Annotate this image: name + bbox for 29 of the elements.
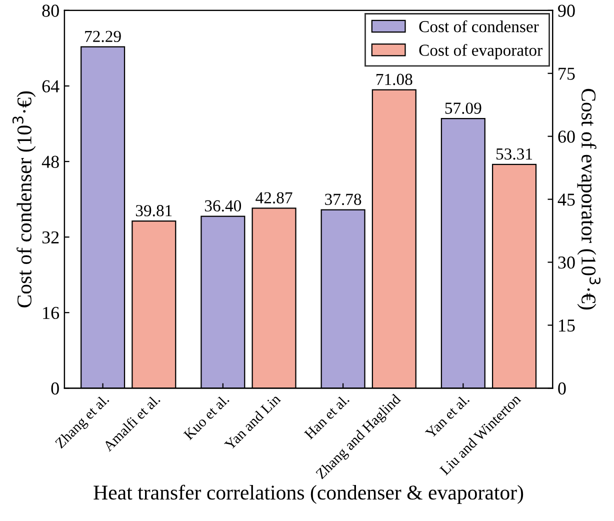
- data-label: 42.87: [256, 192, 292, 204]
- y2-tick-label: 15: [559, 320, 575, 332]
- y-axis-title: Cost of condenser (10$^{3}$·€): [12, 91, 36, 308]
- legend-label: Cost of condenser: [419, 20, 539, 32]
- y2-tick-label: 90: [558, 4, 575, 17]
- data-label: 53.31: [496, 148, 532, 160]
- y2-axis-title: Cost of evaporator (10$^{3}$·€): [577, 88, 601, 310]
- y-tick-label: 32: [42, 231, 59, 244]
- data-label: 57.09: [445, 102, 482, 114]
- data-label: 36.40: [204, 200, 242, 212]
- data-label: 71.08: [376, 74, 412, 86]
- y2-tick-label: 30: [558, 256, 575, 269]
- legend-label: Cost of evaporator: [419, 44, 542, 60]
- y2-tick-label: 60: [558, 130, 575, 143]
- y-tick-label: 48: [42, 156, 59, 168]
- y-tick-label: 80: [42, 4, 59, 17]
- data-label: 72.29: [85, 30, 121, 42]
- data-label: 37.78: [325, 194, 362, 206]
- y-tick-label: 64: [42, 80, 60, 92]
- data-label: 39.81: [136, 205, 172, 216]
- x-tick-label: Kuo et al.: [182, 394, 230, 440]
- y-tick-label: 0: [51, 382, 59, 395]
- x-tick-label: Han et al.: [304, 394, 350, 440]
- y2-tick-label: 0: [558, 382, 566, 395]
- y2-tick-label: 75: [558, 68, 575, 80]
- y-tick-label: 16: [43, 306, 60, 320]
- x-axis-title: Heat transfer correlations (condenser & evaporator): [94, 484, 524, 504]
- x-tick-label: Yan et al.: [424, 394, 470, 439]
- y2-tick-label: 45: [558, 194, 575, 206]
